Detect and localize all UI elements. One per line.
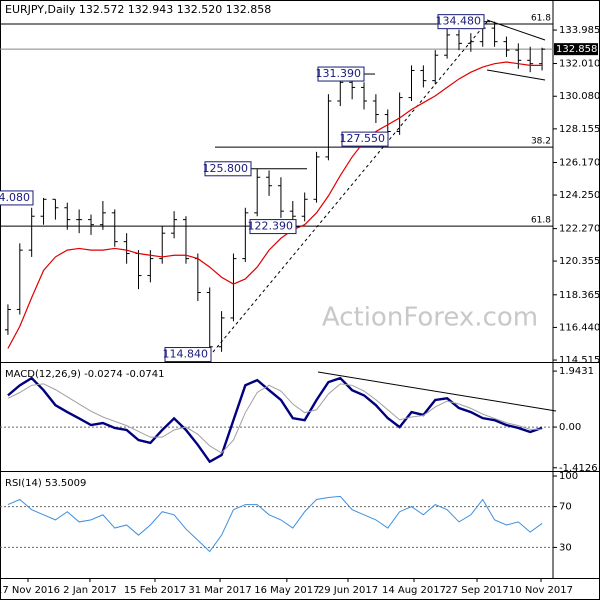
x-tick-label: 17 Nov 2016 <box>0 585 60 596</box>
x-tick-label: 31 Mar 2017 <box>188 585 251 596</box>
chart-title: EURJPY,Daily 132.572 132.943 132.520 132… <box>5 3 271 16</box>
y-tick-label: 0.00 <box>559 422 581 433</box>
series-line <box>7 495 543 553</box>
series-line <box>7 383 543 454</box>
annotation-box <box>249 219 297 235</box>
annotation-box <box>0 190 34 206</box>
watermark: ActionForex.com <box>322 303 538 333</box>
x-tick-label: 2 Jan 2017 <box>63 585 117 596</box>
annotation: 114.840 <box>163 347 212 363</box>
y-tick-label: 128.155 <box>559 124 600 135</box>
panel-title: RSI(14) 53.5009 <box>5 478 86 489</box>
last-price-label: 132.858 <box>556 44 597 55</box>
annotation-box <box>437 14 485 30</box>
y-tick-label: 100 <box>559 471 578 482</box>
annotation: 134.480 <box>436 14 490 30</box>
y-tick-label: 114.515 <box>559 355 600 366</box>
y-tick-label: 122.270 <box>559 224 600 235</box>
series-line <box>7 376 543 464</box>
annotation-label: 134.480 <box>436 15 482 28</box>
x-tick-label: 15 Feb 2017 <box>124 585 186 596</box>
fib-label: 61.8 <box>531 216 551 226</box>
fib-label: 38.2 <box>531 137 551 147</box>
annotation-label: 4.080 <box>0 191 30 204</box>
annotation: 131.390 <box>316 66 375 82</box>
x-tick-label: 27 Sep 2017 <box>445 585 508 596</box>
annotation-box <box>317 66 365 82</box>
annotation-box <box>204 161 252 177</box>
y-tick-label: 132.010 <box>559 59 600 70</box>
y-tick-label: 70 <box>559 502 572 513</box>
annotation: 4.080 <box>0 190 34 206</box>
x-tick-label: 10 Nov 2017 <box>509 585 573 596</box>
annotation: 125.800 <box>203 161 307 177</box>
y-tick-label: 130.080 <box>559 91 600 102</box>
y-tick-label: 1.9431 <box>559 366 594 377</box>
annotation-label: 125.800 <box>203 162 249 175</box>
y-tick-label: 30 <box>559 542 572 553</box>
y-tick-label: 118.365 <box>559 290 600 301</box>
annotation: 127.550 <box>340 131 389 147</box>
moving-average <box>7 61 543 349</box>
wedge-line <box>486 69 546 81</box>
y-tick-label: -1.4126 <box>559 463 598 474</box>
y-tick-label: 133.985 <box>559 25 600 36</box>
annotation-box <box>164 347 212 363</box>
x-tick-label: 29 Jun 2017 <box>318 585 378 596</box>
y-tick-label: 126.170 <box>559 158 600 169</box>
x-tick-label: 16 May 2017 <box>254 585 319 596</box>
annotation-label: 122.390 <box>248 220 294 233</box>
annotation-box <box>341 131 389 147</box>
last-price-box <box>554 43 598 56</box>
wedge-line <box>486 19 546 41</box>
panel-title: MACD(12,26,9) -0.0274 -0.0741 <box>5 369 165 380</box>
y-tick-label: 120.355 <box>559 256 600 267</box>
x-tick-label: 14 Aug 2017 <box>382 585 446 596</box>
y-tick-label: 124.250 <box>559 190 600 201</box>
macd-trend-line <box>317 371 557 412</box>
fib-label: 61.8 <box>531 14 551 24</box>
annotation-label: 127.550 <box>340 132 386 145</box>
y-tick-label: 116.440 <box>559 322 600 333</box>
annotation-label: 131.390 <box>316 67 362 80</box>
annotation-label: 114.840 <box>163 348 209 361</box>
annotation: 122.390 <box>248 219 300 235</box>
